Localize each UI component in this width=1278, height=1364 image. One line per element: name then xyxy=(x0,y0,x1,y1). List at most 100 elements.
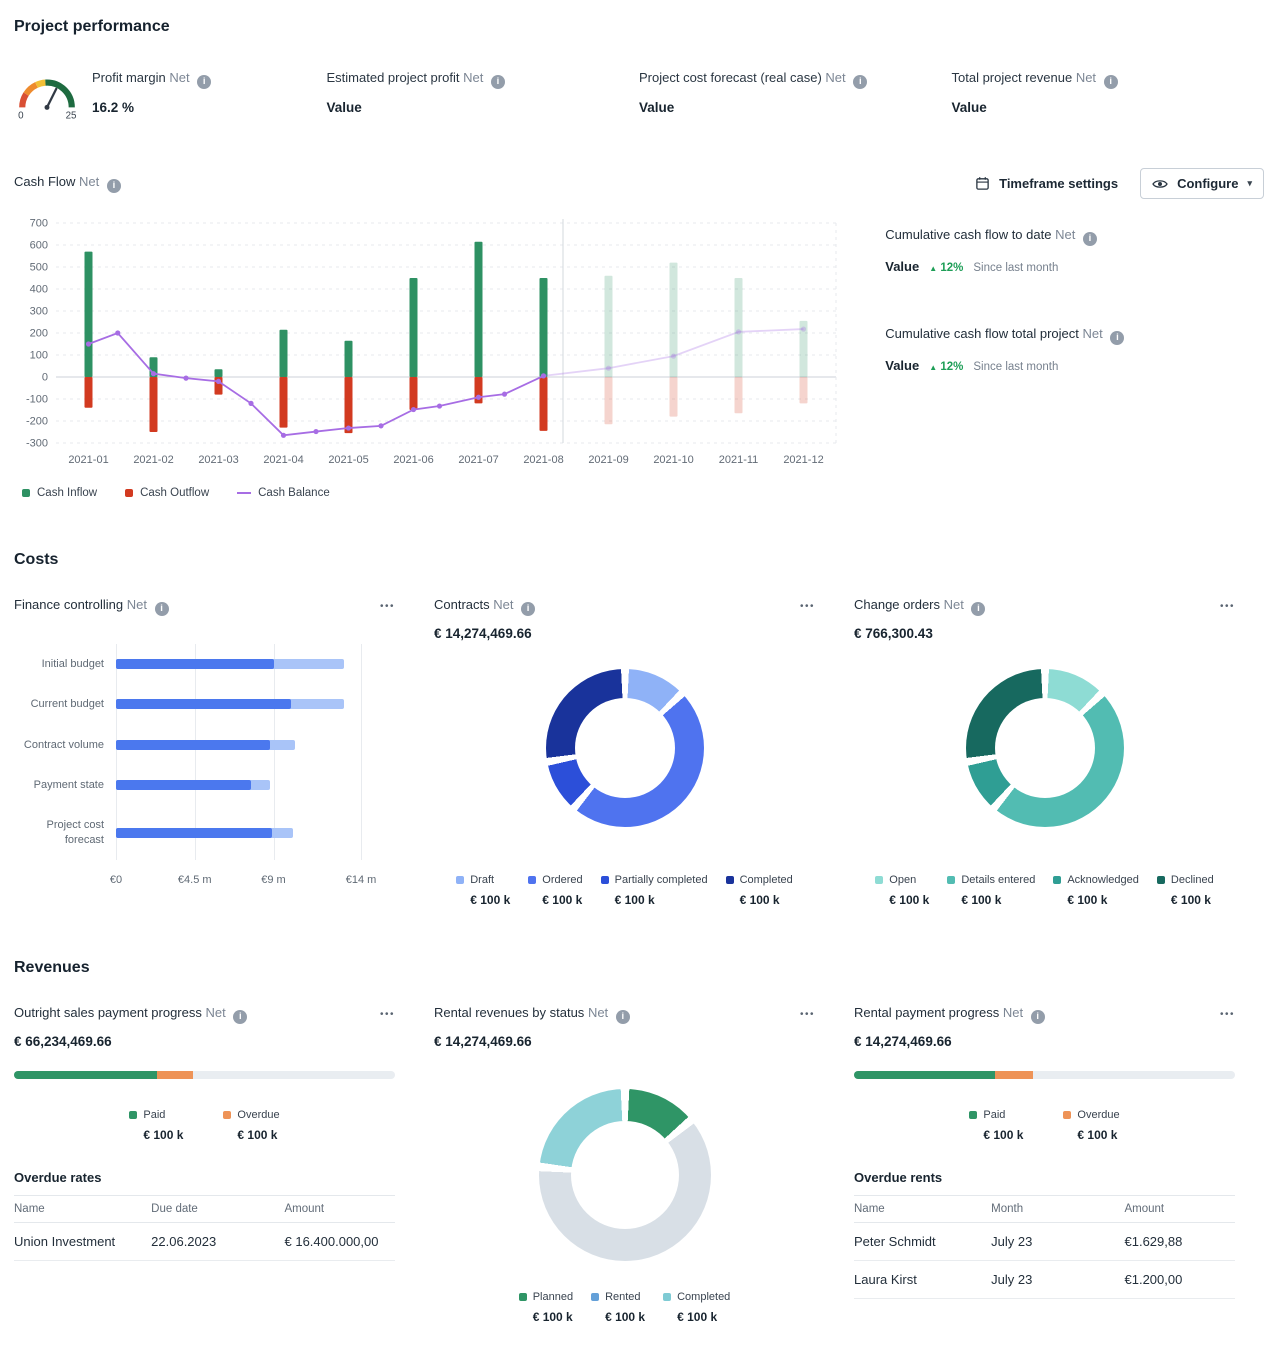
data-table: Name Due date Amount Union Investment 22.06.… xyxy=(14,1195,395,1261)
legend-dot xyxy=(1156,876,1165,884)
more-options-icon[interactable]: ••• xyxy=(372,1005,395,1024)
table-title: Overdue rates xyxy=(14,1170,102,1185)
cashflow-legend-item[interactable]: Cash Inflow xyxy=(22,487,97,499)
info-icon[interactable]: i xyxy=(615,1010,630,1024)
timeframe-settings-button[interactable]: Timeframe settings xyxy=(973,172,1120,195)
configure-label: Configure xyxy=(1177,176,1239,191)
legend-dot xyxy=(22,489,30,497)
cashflow-title: Cash Flow Net i xyxy=(14,174,121,193)
card-title-text: Rental payment progress xyxy=(854,1005,1000,1020)
bar-committed xyxy=(116,659,274,670)
cumulative-cashflow-to-date: Cumulative cash flow to date Net i Value… xyxy=(885,227,1264,274)
bar-committed xyxy=(116,827,272,838)
contracts-card: Contracts Net i ••• € 14,274,469.66 Draf… xyxy=(434,597,815,907)
legend-item: Ordered € 100 k xyxy=(528,874,583,907)
info-icon[interactable]: i xyxy=(490,75,505,89)
kpi-label-text: Total project revenue xyxy=(951,70,1073,85)
info-icon[interactable]: i xyxy=(197,75,212,89)
axis-tick-label: €14 m xyxy=(345,874,377,886)
kpi-total-revenue: Total project revenue Net i Value xyxy=(952,70,1265,120)
svg-text:-200: -200 xyxy=(26,416,48,428)
table-row: Laura Kirst July 23 €1.200,00 xyxy=(854,1260,1235,1299)
cashflow-legend-item[interactable]: Cash Outflow xyxy=(125,487,209,499)
legend-amount: € 100 k xyxy=(605,1310,646,1324)
bar-committed xyxy=(116,739,270,750)
rental-progress-bar xyxy=(854,1071,1235,1079)
table-row: Peter Schmidt July 23 €1.629,88 xyxy=(854,1222,1235,1261)
info-icon[interactable]: i xyxy=(971,602,986,616)
table-cell: July 23 xyxy=(991,1260,1125,1299)
more-options-icon[interactable]: ••• xyxy=(792,1005,815,1024)
legend-amount: € 100 k xyxy=(1067,893,1108,907)
finance-bar-row: Contract volume xyxy=(14,738,395,752)
legend-label: Paid xyxy=(143,1109,166,1121)
axis-tick-label: €0 xyxy=(109,874,123,886)
svg-text:2021-04: 2021-04 xyxy=(263,454,303,466)
legend-amount: € 100 k xyxy=(143,1128,184,1142)
legend-label: Declined xyxy=(1170,874,1214,886)
legend-dot xyxy=(947,876,956,884)
more-options-icon[interactable]: ••• xyxy=(1212,1005,1235,1024)
gridline xyxy=(194,644,196,860)
kpi-row: 0 25 Profit margin Net i 16.2 % Estimated… xyxy=(14,70,1264,120)
configure-button[interactable]: Configure ▾ xyxy=(1140,168,1264,199)
finance-bar-row: Payment state xyxy=(14,778,395,792)
finance-bar-row: Project cost forecast xyxy=(14,818,395,847)
svg-text:2021-10: 2021-10 xyxy=(653,454,693,466)
info-icon[interactable]: i xyxy=(521,602,536,616)
info-icon[interactable]: i xyxy=(1030,1010,1045,1024)
more-options-icon[interactable]: ••• xyxy=(1212,597,1235,616)
legend-amount: € 100 k xyxy=(237,1128,278,1142)
card-amount: € 66,234,469.66 xyxy=(14,1034,112,1049)
legend-dot xyxy=(518,1293,527,1301)
more-options-icon[interactable]: ••• xyxy=(792,597,815,616)
contracts-donut xyxy=(545,669,704,827)
overdue-rents-table: Name Month Amount Peter Schmidt July 23 €1.62… xyxy=(854,1195,1235,1299)
legend-amount: € 100 k xyxy=(961,893,1002,907)
up-arrow-icon: ▲ xyxy=(929,363,938,372)
info-icon[interactable]: i xyxy=(1110,331,1125,345)
cashflow-legend-item[interactable]: Cash Balance xyxy=(237,487,330,499)
stat-title: Cumulative cash flow total project Net i xyxy=(885,326,1264,345)
page-title: Project performance xyxy=(14,18,170,35)
info-icon[interactable]: i xyxy=(853,75,868,89)
legend-item: Completed € 100 k xyxy=(725,874,793,907)
kpi-estimated-profit: Estimated project profit Net i Value xyxy=(327,70,640,120)
card-amount: € 14,274,469.66 xyxy=(854,1034,952,1049)
legend-dot xyxy=(663,1293,672,1301)
legend-label: Planned xyxy=(532,1291,574,1303)
delta-badge: ▲ 12% xyxy=(929,361,963,373)
donut-hole xyxy=(574,698,675,798)
bar-committed xyxy=(116,780,251,791)
card-title-text: Rental revenues by status xyxy=(434,1005,585,1020)
delta-note: Since last month xyxy=(973,361,1059,373)
legend-amount: € 100 k xyxy=(614,893,655,907)
card-title-text: Change orders xyxy=(854,597,940,612)
kpi-label-text: Profit margin xyxy=(92,70,166,85)
legend-item: Rented € 100 k xyxy=(591,1291,645,1324)
kpi-value: 16.2 % xyxy=(92,100,135,115)
info-icon[interactable]: i xyxy=(233,1010,248,1024)
svg-text:0: 0 xyxy=(42,372,48,384)
donut-hole xyxy=(994,698,1095,798)
info-icon[interactable]: i xyxy=(154,602,169,616)
legend-item: Overdue € 100 k xyxy=(1063,1109,1120,1142)
card-title-text: Finance controlling xyxy=(14,597,124,612)
legend-amount: € 100 k xyxy=(983,1128,1024,1142)
legend-label: Details entered xyxy=(961,874,1036,886)
data-table: Name Month Amount Peter Schmidt July 23 €1.62… xyxy=(854,1195,1235,1299)
legend-label: Cash Inflow xyxy=(37,487,98,499)
info-icon[interactable]: i xyxy=(106,179,121,193)
info-icon[interactable]: i xyxy=(1103,75,1118,89)
column-header: Amount xyxy=(284,1195,395,1223)
more-options-icon[interactable]: ••• xyxy=(372,597,395,616)
svg-text:2021-02: 2021-02 xyxy=(133,454,173,466)
svg-text:2021-09: 2021-09 xyxy=(588,454,628,466)
rental-progress-legend: Paid € 100 k Overdue € 100 k xyxy=(854,1095,1235,1142)
info-icon[interactable]: i xyxy=(1082,232,1097,246)
rental-status-legend: Planned € 100 k Rented € 100 k Completed € 10… xyxy=(434,1277,815,1324)
rental-status-card: Rental revenues by status Net i ••• € 14… xyxy=(434,1005,815,1324)
column-header: Name xyxy=(14,1195,152,1223)
net-label: Net xyxy=(126,597,147,612)
